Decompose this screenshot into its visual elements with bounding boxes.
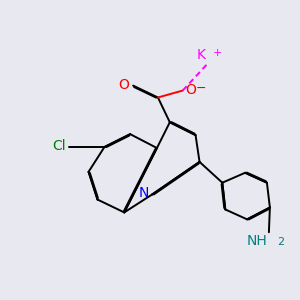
Text: O: O bbox=[186, 82, 196, 97]
Text: K: K bbox=[196, 48, 206, 62]
Text: O: O bbox=[118, 78, 129, 92]
Text: −: − bbox=[196, 82, 206, 95]
Text: +: + bbox=[212, 48, 222, 58]
Text: 2: 2 bbox=[277, 237, 284, 247]
Text: Cl: Cl bbox=[52, 139, 66, 153]
Text: NH: NH bbox=[246, 234, 267, 248]
Text: N: N bbox=[139, 186, 149, 200]
